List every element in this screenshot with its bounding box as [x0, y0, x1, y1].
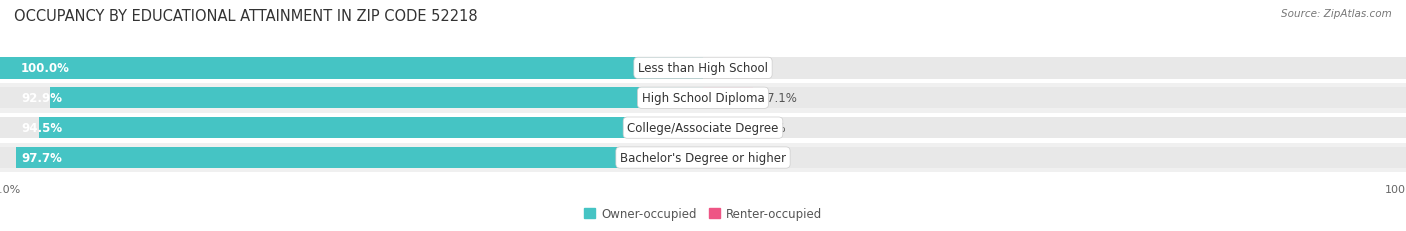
Text: High School Diploma: High School Diploma	[641, 92, 765, 105]
Text: 0.0%: 0.0%	[717, 62, 747, 75]
Bar	[703, 147, 1406, 169]
Text: 94.5%: 94.5%	[21, 122, 62, 134]
Bar	[49, 88, 703, 109]
Text: OCCUPANCY BY EDUCATIONAL ATTAINMENT IN ZIP CODE 52218: OCCUPANCY BY EDUCATIONAL ATTAINMENT IN Z…	[14, 9, 478, 24]
Bar	[38, 117, 703, 139]
Bar	[0, 54, 1406, 83]
Text: 5.5%: 5.5%	[756, 122, 786, 134]
Text: Bachelor's Degree or higher: Bachelor's Degree or higher	[620, 151, 786, 164]
Bar	[0, 117, 703, 139]
Text: 92.9%: 92.9%	[21, 92, 62, 105]
Text: College/Associate Degree: College/Associate Degree	[627, 122, 779, 134]
Text: 7.1%: 7.1%	[768, 92, 797, 105]
Bar	[0, 147, 703, 169]
Bar	[15, 147, 703, 169]
Legend: Owner-occupied, Renter-occupied: Owner-occupied, Renter-occupied	[579, 203, 827, 225]
Bar	[0, 113, 1406, 143]
Bar	[703, 88, 1406, 109]
Bar	[703, 88, 754, 109]
Text: 97.7%: 97.7%	[21, 151, 62, 164]
Bar	[703, 117, 1406, 139]
Bar	[703, 58, 1406, 79]
Bar	[0, 143, 1406, 173]
Bar	[0, 88, 703, 109]
Bar	[0, 58, 703, 79]
Bar	[0, 83, 1406, 113]
Text: 100.0%: 100.0%	[21, 62, 70, 75]
Bar	[703, 117, 742, 139]
Text: Less than High School: Less than High School	[638, 62, 768, 75]
Bar	[0, 58, 703, 79]
Text: 2.3%: 2.3%	[734, 151, 763, 164]
Text: Source: ZipAtlas.com: Source: ZipAtlas.com	[1281, 9, 1392, 19]
Bar	[703, 147, 720, 169]
